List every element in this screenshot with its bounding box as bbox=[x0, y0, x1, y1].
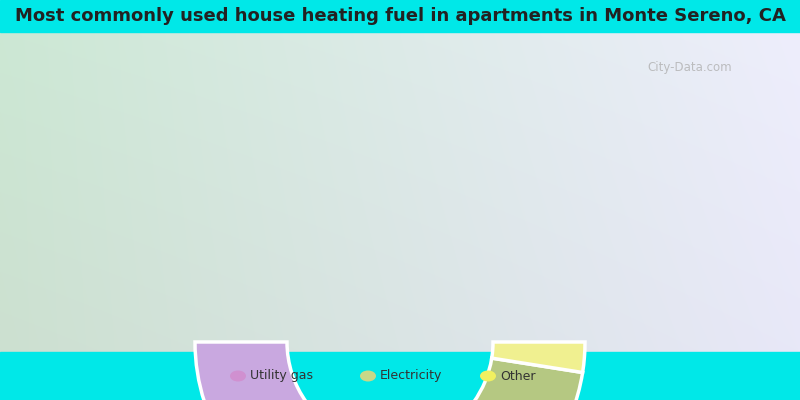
Ellipse shape bbox=[230, 370, 246, 382]
Wedge shape bbox=[492, 342, 585, 372]
Text: Electricity: Electricity bbox=[380, 370, 442, 382]
Ellipse shape bbox=[480, 370, 496, 382]
Wedge shape bbox=[474, 358, 582, 400]
Text: Other: Other bbox=[500, 370, 535, 382]
Text: Utility gas: Utility gas bbox=[250, 370, 313, 382]
Bar bbox=[0, 0, 800, 32]
Bar bbox=[0, 352, 800, 400]
Text: City-Data.com: City-Data.com bbox=[648, 62, 732, 74]
Wedge shape bbox=[195, 342, 548, 400]
Text: Most commonly used house heating fuel in apartments in Monte Sereno, CA: Most commonly used house heating fuel in… bbox=[14, 7, 786, 25]
Ellipse shape bbox=[360, 370, 376, 382]
